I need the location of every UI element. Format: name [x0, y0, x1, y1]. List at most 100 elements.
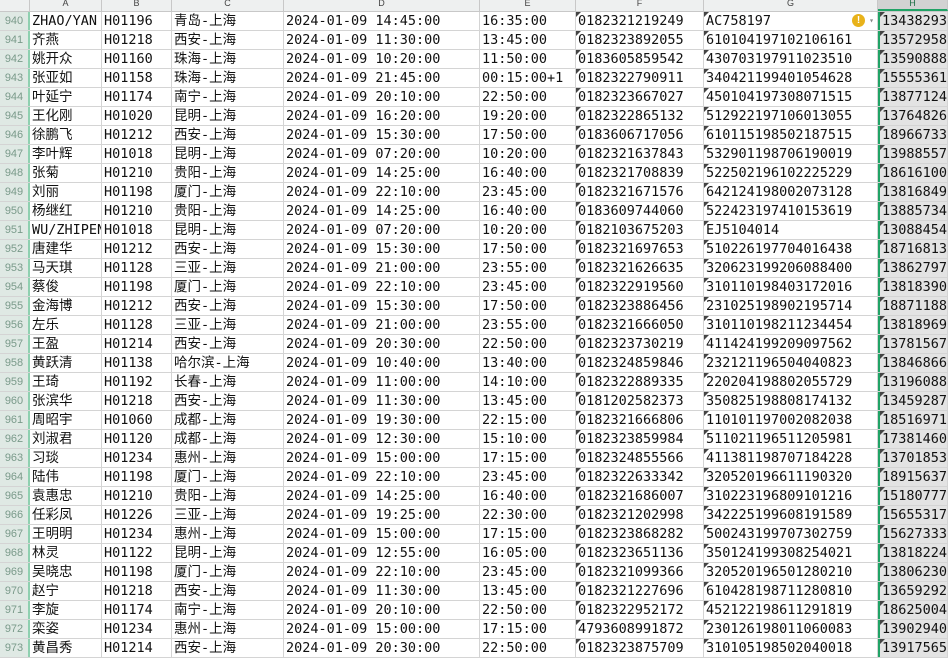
cell-G[interactable]: 522423197410153619 — [704, 202, 878, 220]
cell-A[interactable]: 黄昌秀 — [30, 639, 102, 657]
cell-D[interactable]: 2024-01-09 11:30:00 — [284, 582, 480, 600]
cell-D[interactable]: 2024-01-09 15:30:00 — [284, 126, 480, 144]
cell-F[interactable]: 0182321202998 — [576, 506, 704, 524]
cell-A[interactable]: 栾姿 — [30, 620, 102, 638]
cell-C[interactable]: 贵阳-上海 — [172, 487, 284, 505]
cell-A[interactable]: 任彩凤 — [30, 506, 102, 524]
cell-C[interactable]: 珠海-上海 — [172, 50, 284, 68]
cell-D[interactable]: 2024-01-09 22:10:00 — [284, 278, 480, 296]
row-header[interactable]: 967 — [0, 525, 30, 543]
row-header[interactable]: 942 — [0, 50, 30, 68]
row-header[interactable]: 959 — [0, 373, 30, 391]
cell-D[interactable]: 2024-01-09 15:00:00 — [284, 525, 480, 543]
cell-E[interactable]: 23:55:00 — [480, 259, 576, 277]
cell-E[interactable]: 16:40:00 — [480, 487, 576, 505]
cell-B[interactable]: H01174 — [102, 601, 172, 619]
cell-H[interactable]: 18616100 — [878, 164, 948, 182]
cell-A[interactable]: 左乐 — [30, 316, 102, 334]
cell-E[interactable]: 00:15:00+1 — [480, 69, 576, 87]
cell-C[interactable]: 厦门-上海 — [172, 563, 284, 581]
cell-C[interactable]: 惠州-上海 — [172, 525, 284, 543]
cell-E[interactable]: 23:55:00 — [480, 316, 576, 334]
cell-H[interactable]: 15180777 — [878, 487, 948, 505]
cell-E[interactable]: 13:45:00 — [480, 582, 576, 600]
cell-D[interactable]: 2024-01-09 20:10:00 — [284, 88, 480, 106]
cell-C[interactable]: 西安-上海 — [172, 297, 284, 315]
cell-E[interactable]: 19:20:00 — [480, 107, 576, 125]
cell-E[interactable]: 10:20:00 — [480, 221, 576, 239]
cell-E[interactable]: 22:50:00 — [480, 601, 576, 619]
cell-A[interactable]: 蔡俊 — [30, 278, 102, 296]
cell-D[interactable]: 2024-01-09 22:10:00 — [284, 468, 480, 486]
cell-C[interactable]: 成都-上海 — [172, 411, 284, 429]
row-header[interactable]: 970 — [0, 582, 30, 600]
cell-A[interactable]: 杨继红 — [30, 202, 102, 220]
cell-C[interactable]: 厦门-上海 — [172, 278, 284, 296]
cell-C[interactable]: 惠州-上海 — [172, 449, 284, 467]
cell-E[interactable]: 13:45:00 — [480, 392, 576, 410]
column-header-E[interactable]: E — [480, 0, 576, 11]
cell-F[interactable]: 4793608991872 — [576, 620, 704, 638]
cell-F[interactable]: 0182323868282 — [576, 525, 704, 543]
cell-B[interactable]: H01198 — [102, 563, 172, 581]
cell-A[interactable]: 刘丽 — [30, 183, 102, 201]
cell-A[interactable]: 李旋 — [30, 601, 102, 619]
cell-A[interactable]: 周昭宇 — [30, 411, 102, 429]
cell-E[interactable]: 16:35:00 — [480, 12, 576, 30]
cell-C[interactable]: 西安-上海 — [172, 582, 284, 600]
cell-D[interactable]: 2024-01-09 19:30:00 — [284, 411, 480, 429]
cell-D[interactable]: 2024-01-09 14:45:00 — [284, 12, 480, 30]
cell-F[interactable]: 0182324855566 — [576, 449, 704, 467]
cell-F[interactable]: 0182324859846 — [576, 354, 704, 372]
row-header[interactable]: 968 — [0, 544, 30, 562]
cell-F[interactable]: 0182103675203 — [576, 221, 704, 239]
row-header[interactable]: 947 — [0, 145, 30, 163]
row-header[interactable]: 945 — [0, 107, 30, 125]
cell-B[interactable]: H01226 — [102, 506, 172, 524]
cell-F[interactable]: 0182321666806 — [576, 411, 704, 429]
cell-H[interactable]: 13818224 — [878, 544, 948, 562]
cell-E[interactable]: 22:15:00 — [480, 411, 576, 429]
cell-F[interactable]: 0182321637843 — [576, 145, 704, 163]
cell-H[interactable]: 18966733 — [878, 126, 948, 144]
cell-G[interactable]: 532901198706190019 — [704, 145, 878, 163]
cell-C[interactable]: 哈尔滨-上海 — [172, 354, 284, 372]
cell-C[interactable]: 成都-上海 — [172, 430, 284, 448]
select-all-corner[interactable] — [0, 0, 30, 11]
cell-C[interactable]: 厦门-上海 — [172, 468, 284, 486]
cell-G[interactable]: 452122198611291819 — [704, 601, 878, 619]
cell-A[interactable]: 王化刚 — [30, 107, 102, 125]
cell-H[interactable]: 13818390 — [878, 278, 948, 296]
cell-H[interactable]: 17381460 — [878, 430, 948, 448]
cell-G[interactable]: 522502196102225229 — [704, 164, 878, 182]
cell-B[interactable]: H01214 — [102, 335, 172, 353]
row-header[interactable]: 962 — [0, 430, 30, 448]
cell-E[interactable]: 16:40:00 — [480, 202, 576, 220]
cell-B[interactable]: H01060 — [102, 411, 172, 429]
cell-H[interactable]: 13764826 — [878, 107, 948, 125]
cell-D[interactable]: 2024-01-09 11:30:00 — [284, 392, 480, 410]
row-header[interactable]: 961 — [0, 411, 30, 429]
cell-D[interactable]: 2024-01-09 22:10:00 — [284, 183, 480, 201]
cell-E[interactable]: 23:45:00 — [480, 183, 576, 201]
cell-B[interactable]: H01218 — [102, 31, 172, 49]
row-header[interactable]: 954 — [0, 278, 30, 296]
cell-E[interactable]: 11:50:00 — [480, 50, 576, 68]
cell-C[interactable]: 长春-上海 — [172, 373, 284, 391]
cell-E[interactable]: 16:05:00 — [480, 544, 576, 562]
cell-F[interactable]: 0183605859542 — [576, 50, 704, 68]
cell-A[interactable]: 金海博 — [30, 297, 102, 315]
cell-F[interactable]: 0182321686007 — [576, 487, 704, 505]
cell-H[interactable]: 13902940 — [878, 620, 948, 638]
cell-D[interactable]: 2024-01-09 10:20:00 — [284, 50, 480, 68]
cell-H[interactable]: 13846866 — [878, 354, 948, 372]
cell-F[interactable]: 0182321626635 — [576, 259, 704, 277]
cell-C[interactable]: 西安-上海 — [172, 126, 284, 144]
cell-G[interactable]: 642124198002073128 — [704, 183, 878, 201]
cell-A[interactable]: ZHAO/YAN — [30, 12, 102, 30]
cell-B[interactable]: H01212 — [102, 240, 172, 258]
row-header[interactable]: 973 — [0, 639, 30, 657]
cell-D[interactable]: 2024-01-09 15:30:00 — [284, 297, 480, 315]
cell-C[interactable]: 贵阳-上海 — [172, 202, 284, 220]
cell-G[interactable]: 320520196611190320 — [704, 468, 878, 486]
